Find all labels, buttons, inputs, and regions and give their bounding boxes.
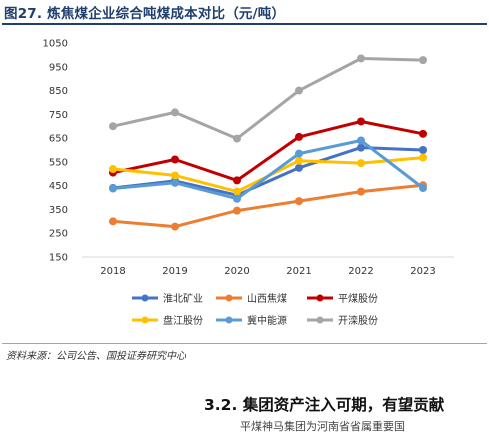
data-point: [295, 163, 303, 172]
legend-swatch-marker: [316, 316, 324, 324]
data-point: [295, 132, 303, 141]
data-point: [233, 134, 241, 143]
data-point: [357, 187, 365, 196]
data-point: [357, 143, 365, 152]
series-line: [112, 120, 424, 182]
legend-item: 淮北矿业: [132, 292, 203, 305]
data-point: [171, 178, 179, 187]
series-line: [112, 183, 424, 229]
data-point: [419, 146, 427, 154]
title-rule: [2, 23, 487, 25]
series-line: [112, 57, 424, 141]
data-point: [171, 222, 179, 231]
data-point: [357, 117, 365, 126]
x-tick-label: 2020: [224, 266, 249, 277]
data-point: [109, 217, 117, 226]
y-tick-label: 550: [49, 157, 68, 168]
y-tick-label: 750: [49, 110, 68, 121]
y-tick-label: 950: [49, 62, 68, 73]
data-point: [295, 197, 303, 206]
data-point: [295, 86, 303, 95]
data-point: [357, 54, 365, 63]
data-point: [171, 155, 179, 164]
source-note: 资料来源：公司公告、国投证券研究中心: [6, 351, 186, 362]
legend-swatch-marker: [316, 294, 324, 302]
legend-label: 冀中能源: [247, 314, 287, 327]
data-point: [171, 171, 179, 180]
legend-label: 开滦股份: [338, 314, 378, 327]
series-line: [112, 146, 424, 197]
y-tick-label: 1050: [43, 39, 68, 50]
x-tick-label: 2018: [100, 266, 125, 277]
section-heading: 3.2. 集团资产注入可期，有望贡献: [204, 396, 445, 414]
data-point: [357, 136, 365, 145]
legend-label: 淮北矿业: [163, 292, 203, 305]
figure-title: 图27. 炼焦煤企业综合吨煤成本对比（元/吨）: [4, 6, 286, 22]
data-point: [357, 159, 365, 168]
data-point: [295, 149, 303, 158]
y-tick-label: 850: [49, 86, 68, 97]
legend-swatch-marker: [225, 294, 233, 302]
data-point: [419, 129, 427, 138]
legend-label: 平煤股份: [338, 292, 378, 305]
legend-item: 山西焦煤: [216, 292, 287, 305]
data-point: [419, 56, 427, 65]
legend-swatch-marker: [141, 294, 149, 302]
x-tick-label: 2023: [410, 266, 435, 277]
legend-item: 平煤股份: [307, 292, 378, 305]
x-axis: 2018 2019 2020 2021 2022 2023: [82, 256, 454, 277]
y-tick-label: 650: [49, 134, 68, 145]
data-point: [295, 156, 303, 165]
y-tick-label: 150: [49, 253, 68, 264]
y-tick-label: 450: [49, 181, 68, 192]
legend-label: 山西焦煤: [247, 292, 287, 305]
y-axis: 150 250 350 450 550 650 750 850 950 1050: [43, 39, 68, 264]
line-chart: 150 250 350 450 550 650 750 850 950 1050 2018 2019…: [43, 39, 454, 327]
data-point: [233, 187, 241, 196]
legend-item: 开滦股份: [307, 314, 378, 327]
data-point: [233, 176, 241, 185]
data-point: [233, 194, 241, 203]
cut-off-text: 平煤神马集团为河南省省属重要国: [240, 420, 405, 433]
legend-item: 冀中能源: [216, 314, 287, 327]
data-point: [171, 108, 179, 117]
legend-swatch-marker: [141, 316, 149, 324]
legend-label: 盘江股份: [163, 314, 203, 327]
data-point: [419, 153, 427, 162]
data-point: [109, 184, 117, 193]
series-line: [112, 139, 424, 201]
y-tick-label: 350: [49, 205, 68, 216]
data-point: [419, 184, 427, 193]
y-tick-label: 250: [49, 229, 68, 240]
series-layer: [109, 54, 427, 231]
x-tick-label: 2021: [286, 266, 311, 277]
legend-item: 盘江股份: [132, 314, 203, 327]
data-point: [109, 165, 117, 174]
x-tick-label: 2019: [162, 266, 187, 277]
x-tick-label: 2022: [348, 266, 373, 277]
data-point: [109, 122, 117, 131]
data-point: [233, 206, 241, 215]
legend-swatch-marker: [225, 316, 233, 324]
source-rule: [2, 343, 487, 344]
